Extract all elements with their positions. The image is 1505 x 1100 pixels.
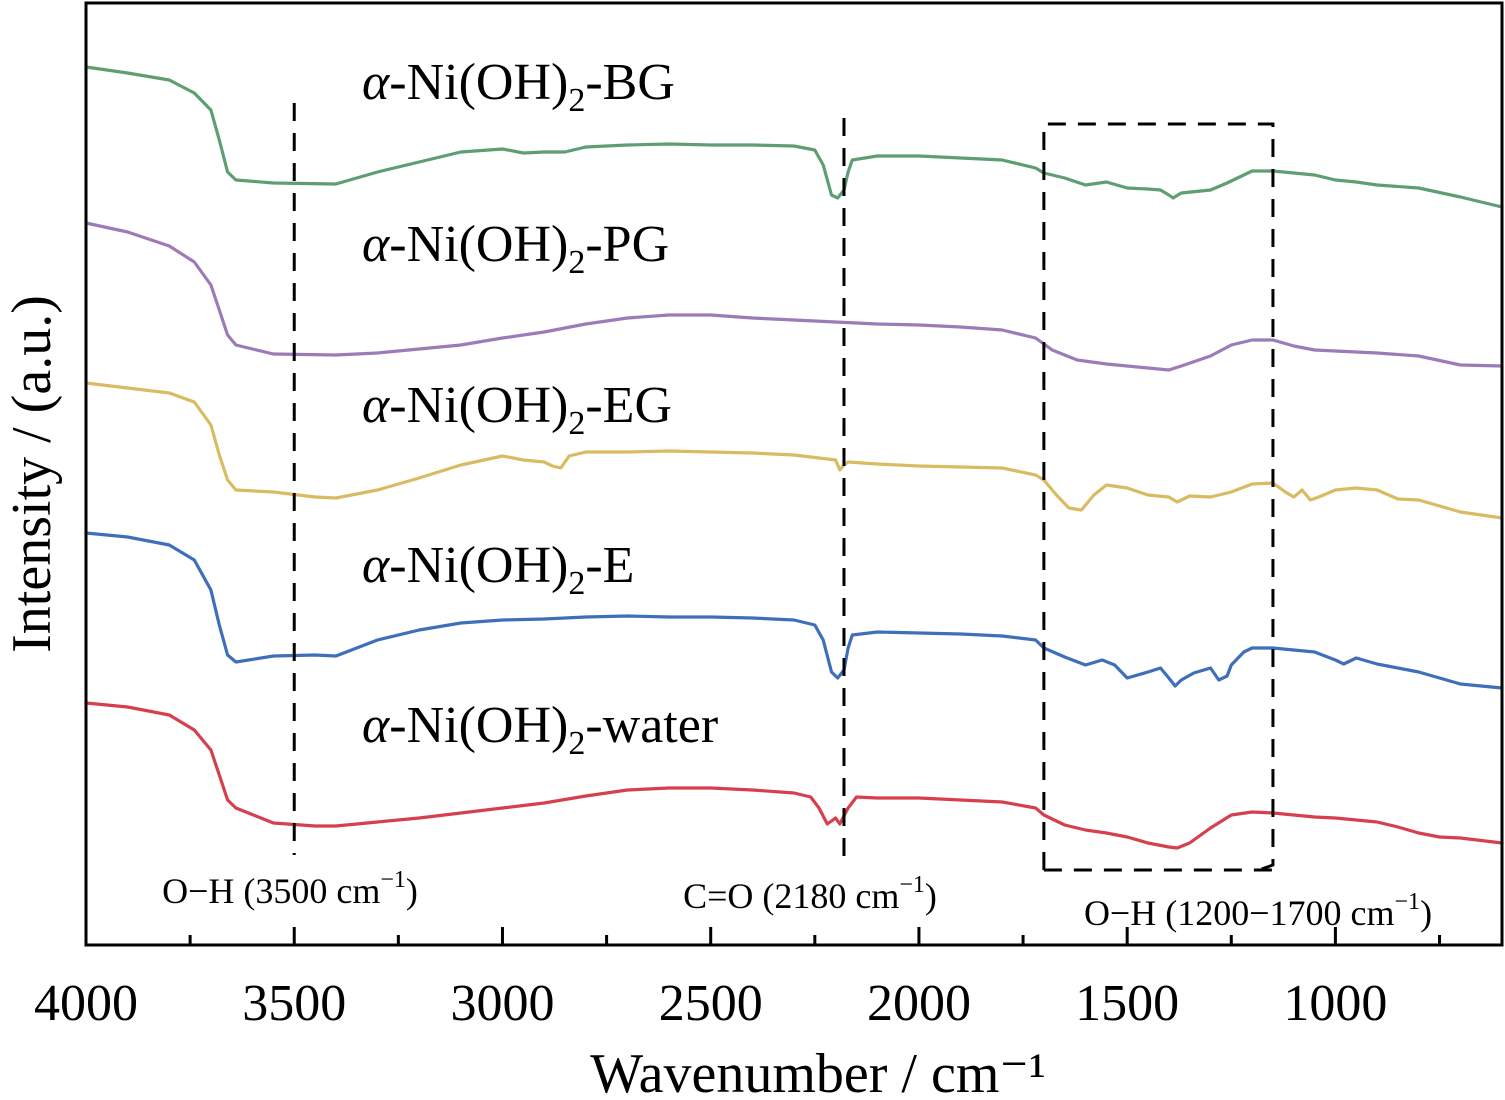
series-label-2: α-Ni(OH)2-EG <box>362 377 672 442</box>
reference-box-oh-1200-1700 <box>1042 122 1275 872</box>
x-tick-label-3000: 3000 <box>450 975 554 1032</box>
reference-label-co-2180: C=O (2180 cm−1) <box>683 872 937 916</box>
series-line-1 <box>84 221 1504 372</box>
x-axis-ticks: 4000 3500 3000 2500 2000 1500 1000 <box>34 927 1442 1032</box>
reference-lines <box>292 103 1275 872</box>
series-label-4: α-Ni(OH)2-water <box>362 697 718 762</box>
series-layer <box>84 65 1504 850</box>
reference-label-oh-1200-1700: O−H (1200−1700 cm−1) <box>1084 889 1432 933</box>
x-axis-title: Wavenumber / cm⁻¹ <box>590 1043 1045 1100</box>
x-tick-label-2000: 2000 <box>867 975 971 1032</box>
series-line-2 <box>84 381 1504 520</box>
reference-labels: O−H (3500 cm−1) C=O (2180 cm−1) O−H (1200−… <box>162 867 1432 933</box>
y-axis-title: Intensity / (a.u.) <box>1 295 63 653</box>
reference-label-oh-3500: O−H (3500 cm−1) <box>162 867 418 911</box>
x-tick-label-3500: 3500 <box>242 975 346 1032</box>
x-tick-label-4000: 4000 <box>34 975 138 1032</box>
series-line-4 <box>84 701 1504 850</box>
x-tick-label-2500: 2500 <box>659 975 763 1032</box>
series-label-3: α-Ni(OH)2-E <box>362 537 634 602</box>
series-line-3 <box>84 531 1504 690</box>
series-label-1: α-Ni(OH)2-PG <box>362 216 669 281</box>
series-line-0 <box>84 65 1504 209</box>
series-labels: α-Ni(OH)2-BG α-Ni(OH)2-PG α-Ni(OH)2-EG α-Ni… <box>362 54 718 762</box>
x-tick-label-1500: 1500 <box>1075 975 1179 1032</box>
plot-frame <box>84 1 1504 947</box>
series-label-0: α-Ni(OH)2-BG <box>362 54 675 119</box>
x-tick-label-1000: 1000 <box>1283 975 1387 1032</box>
